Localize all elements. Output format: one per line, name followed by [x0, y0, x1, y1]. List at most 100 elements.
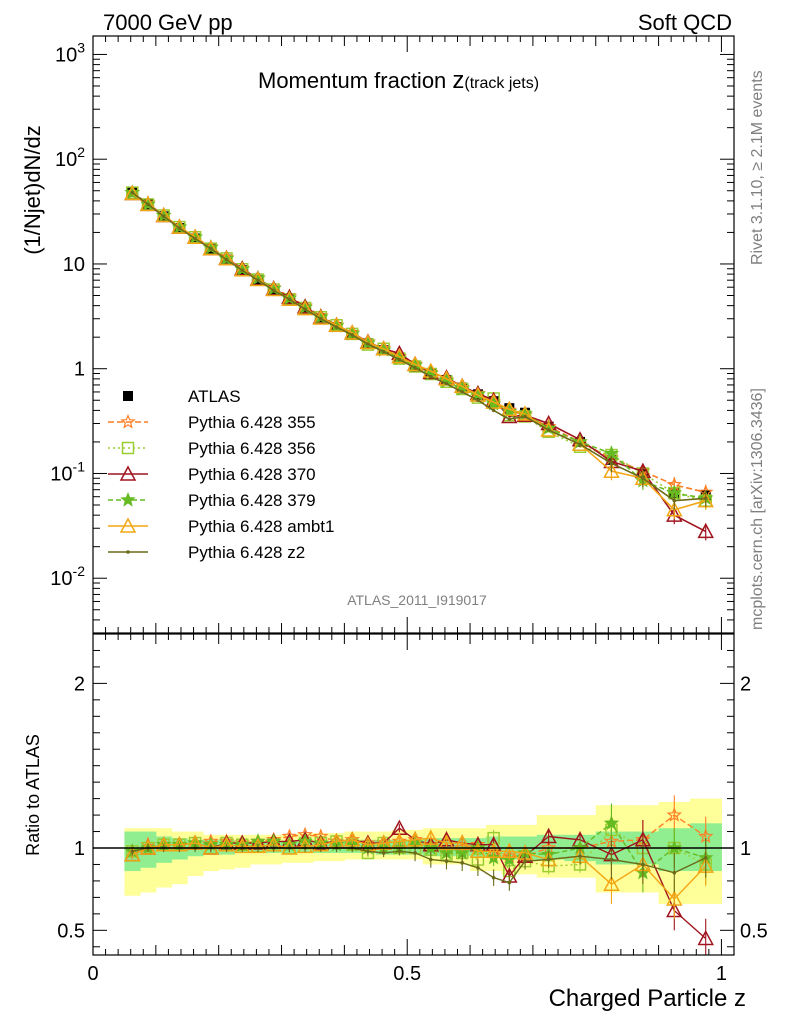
- ratio-y-tick-label: 2: [74, 673, 85, 695]
- ratio-point: [428, 857, 433, 862]
- ratio-y-tick-label-right: 2: [740, 673, 751, 695]
- ratio-point: [603, 815, 620, 830]
- legend-label: Pythia 6.428 ambt1: [188, 517, 334, 536]
- data-point: [501, 400, 518, 417]
- data-point: [485, 393, 502, 409]
- ratio-point: [491, 875, 496, 880]
- ratio-point: [397, 849, 402, 854]
- data-point: [540, 421, 557, 437]
- data-point: [171, 218, 188, 234]
- data-point: [209, 246, 213, 251]
- data-point: [256, 278, 260, 282]
- ratio-point: [130, 849, 135, 854]
- data-point: [193, 236, 197, 241]
- y-tick-label: 10: [63, 254, 85, 276]
- data-point: [697, 522, 714, 539]
- ratio-point: [485, 842, 502, 859]
- legend-marker: [120, 413, 136, 429]
- data-point: [672, 498, 677, 503]
- plot-title: Momentum fraction z(track jets): [258, 67, 539, 94]
- data-point: [666, 501, 683, 517]
- rivet-label: Rivet 3.1.10, ≥ 2.1M events: [749, 70, 766, 265]
- ratio-point: [249, 837, 267, 854]
- ratio-point: [233, 837, 251, 854]
- y-tick-label: 1: [74, 359, 85, 381]
- data-point: [507, 417, 512, 421]
- data-point: [240, 268, 245, 273]
- ratio-point: [444, 859, 449, 863]
- series-7: [130, 190, 708, 510]
- data-point: [281, 290, 298, 307]
- ratio-point: [540, 827, 557, 844]
- data-point: [381, 350, 386, 354]
- ratio-ylabel: Ratio to ATLAS: [23, 734, 43, 856]
- x-tick-label: 0.5: [393, 963, 421, 985]
- series-3: [126, 186, 712, 510]
- legend-marker: [123, 391, 133, 401]
- data-point: [375, 340, 392, 356]
- ratio-point: [453, 834, 471, 850]
- x-tick-label: 0: [87, 963, 98, 985]
- ratio-point: [469, 842, 487, 859]
- data-point: [233, 261, 251, 277]
- mcplots-label: mcplots.cern.ch [arXiv:1306.3436]: [749, 388, 766, 630]
- data-point: [603, 462, 620, 478]
- legend-label: Pythia 6.428 370: [188, 465, 316, 484]
- data-point: [397, 357, 402, 362]
- legend-entry: Pythia 6.428 ambt1: [108, 517, 334, 536]
- ratio-frame: [92, 633, 735, 956]
- data-point: [319, 316, 323, 321]
- data-point: [224, 257, 229, 262]
- data-point: [444, 381, 449, 386]
- ratio-point: [501, 842, 518, 859]
- legend-entry: ATLAS: [123, 387, 241, 406]
- legend-entry: Pythia 6.428 356: [108, 439, 316, 458]
- data-point: [130, 190, 135, 195]
- legend-marker: [121, 441, 135, 455]
- data-point: [666, 506, 683, 522]
- legend-entry: Pythia 6.428 355: [108, 413, 316, 432]
- main-ylabel: (1/Njet)dN/dz: [20, 125, 45, 255]
- data-point: [218, 250, 235, 266]
- data-point: [177, 226, 182, 230]
- ratio-point: [672, 870, 677, 875]
- data-point: [523, 414, 527, 419]
- data-point: [124, 184, 141, 201]
- analysis-id: ATLAS_2011_I919017: [347, 592, 487, 608]
- data-point: [161, 214, 166, 219]
- ratio-point: [381, 851, 386, 855]
- x-tick-label: 1: [716, 963, 727, 985]
- legend-entry: Pythia 6.428 370: [108, 465, 316, 484]
- ratio-point: [641, 862, 645, 867]
- data-point: [350, 333, 355, 337]
- data-point: [146, 202, 150, 207]
- data-point: [303, 307, 307, 311]
- data-point: [571, 435, 589, 452]
- data-point: [491, 408, 496, 413]
- data-point: [609, 461, 614, 466]
- legend-label: ATLAS: [188, 387, 241, 406]
- y-tick-label: 102: [55, 144, 85, 171]
- ratio-series-layer: [124, 795, 714, 955]
- ratio-point: [603, 875, 620, 891]
- legend-label: Pythia 6.428 z2: [188, 543, 305, 562]
- ratio-point: [476, 865, 480, 870]
- y-tick-label: 10-2: [50, 563, 85, 590]
- data-point: [485, 395, 502, 411]
- data-point: [546, 428, 551, 432]
- data-point: [641, 476, 645, 481]
- ratio-point: [666, 806, 683, 822]
- legend-label: Pythia 6.428 355: [188, 413, 316, 432]
- ratio-y-tick-label: 0.5: [57, 920, 85, 942]
- data-point: [406, 355, 424, 372]
- ratio-point: [438, 834, 455, 850]
- data-point: [287, 297, 292, 302]
- data-point: [366, 342, 370, 346]
- legend-label: Pythia 6.428 379: [188, 491, 316, 510]
- data-point: [476, 398, 480, 403]
- main-frame: [92, 35, 735, 634]
- data-point: [296, 299, 314, 316]
- ratio-point: [703, 856, 708, 860]
- ratio-y-tick-label-right: 0.5: [740, 920, 768, 942]
